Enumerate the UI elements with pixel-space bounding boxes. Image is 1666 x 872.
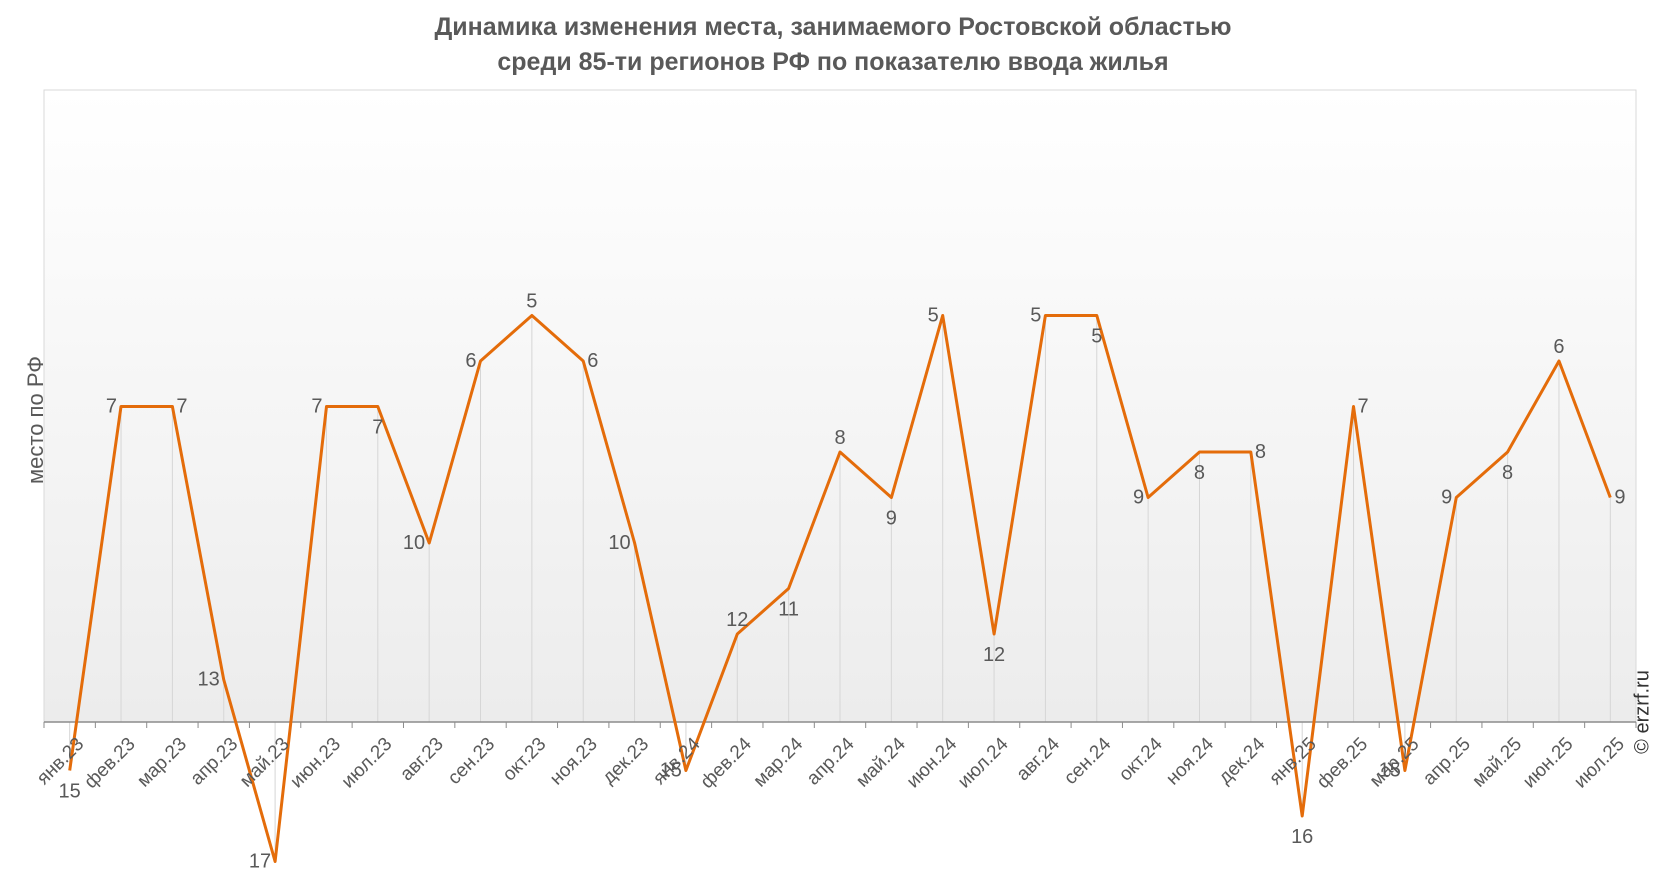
x-axis-labels: янв.23фев.23мар.23апр.23май.23июн.23июл.…: [33, 733, 1629, 793]
x-tick-label: авг.24: [1013, 733, 1065, 785]
x-tick-label: дек.24: [1215, 733, 1270, 788]
x-tick-label: авг.23: [396, 734, 447, 785]
data-label: 15: [1379, 760, 1401, 782]
data-label: 5: [1030, 305, 1041, 327]
x-axis-ticks: [43, 722, 1637, 728]
x-tick-label: сен.24: [1060, 733, 1115, 788]
data-label: 7: [311, 396, 322, 418]
data-label: 16: [1291, 826, 1313, 848]
data-label: 6: [465, 350, 476, 372]
x-tick-label: сен.23: [444, 734, 499, 789]
data-label: 9: [886, 508, 897, 530]
x-tick-label: ноя.23: [546, 734, 602, 790]
drop-lines: [69, 315, 1611, 862]
x-tick-label: дек.23: [598, 734, 653, 789]
data-label: 8: [834, 427, 845, 449]
x-tick-label: май.24: [852, 733, 910, 791]
data-label: 6: [587, 350, 598, 372]
data-label: 9: [1133, 487, 1144, 509]
data-label: 7: [176, 396, 187, 418]
x-tick-label: мар.23: [133, 734, 191, 792]
data-label: 11: [778, 599, 799, 621]
x-tick-label: окт.24: [1115, 733, 1167, 785]
x-tick-label: май.25: [1468, 734, 1526, 792]
data-label: 6: [1553, 336, 1564, 358]
data-label: 8: [1194, 462, 1205, 484]
data-label: 7: [1358, 396, 1369, 418]
data-label: 15: [59, 781, 81, 803]
data-label: 8: [1502, 462, 1513, 484]
copyright-credit: © erzrf.ru: [1631, 670, 1654, 754]
x-tick-label: окт.23: [499, 734, 551, 786]
x-tick-label: мар.25: [1366, 734, 1424, 792]
data-label: 7: [372, 417, 383, 439]
data-label: 12: [726, 609, 748, 631]
x-tick-label: фев.23: [80, 734, 139, 793]
data-label: 9: [1441, 487, 1452, 509]
data-label: 5: [928, 305, 939, 327]
data-label: 15: [660, 760, 682, 782]
data-labels: 15 7 7 13 17 7 7 10 6 5 6 10 15 12 11 8 9 5 12 5 5 9 8 8 16 7 15 9 8…: [59, 291, 1626, 872]
x-tick-label: фев.25: [1313, 734, 1372, 793]
chart-title-line-1: Динамика изменения места, занимаемого Ро…: [434, 13, 1232, 41]
x-tick-label: июл.24: [954, 733, 1013, 792]
chart-title-line-2: среди 85-ти регионов РФ по показателю вв…: [497, 48, 1169, 76]
x-tick-label: июл.25: [1570, 734, 1629, 793]
x-tick-label: июл.23: [338, 734, 397, 793]
x-tick-label: июн.25: [1519, 734, 1578, 793]
x-tick-label: апр.25: [1419, 734, 1475, 790]
x-tick-label: мар.24: [750, 733, 808, 791]
data-label: 9: [1614, 487, 1625, 509]
data-label: 10: [608, 532, 630, 554]
x-tick-label: ноя.24: [1162, 733, 1218, 789]
data-label: 17: [249, 851, 271, 872]
chart-title: Динамика изменения места, занимаемого Ро…: [0, 10, 1666, 80]
x-tick-label: июн.24: [903, 733, 962, 792]
series-line: [68, 314, 1612, 863]
data-label: 5: [526, 291, 537, 313]
data-label: 13: [197, 669, 219, 691]
data-label: 7: [106, 396, 117, 418]
data-label: 12: [983, 644, 1005, 666]
x-tick-label: апр.23: [187, 734, 243, 790]
x-tick-label: фев.24: [697, 733, 756, 792]
data-label: 10: [403, 532, 425, 554]
data-label: 8: [1255, 441, 1266, 463]
data-label: 5: [1091, 326, 1102, 348]
x-tick-label: июн.23: [287, 734, 346, 793]
x-tick-label: апр.24: [803, 733, 859, 789]
